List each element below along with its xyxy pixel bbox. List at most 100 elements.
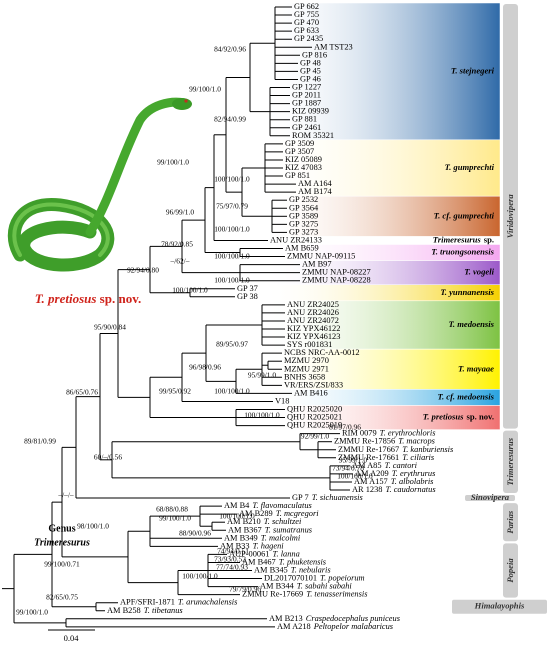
tip-label: GP 3564 <box>289 203 319 212</box>
support-value: 60/–/0.56 <box>94 453 122 462</box>
tip-label: KIZ YPX46123 <box>287 332 340 341</box>
tip-label: GP 3507 <box>285 147 314 156</box>
tip-label: GP 3273 <box>289 227 318 236</box>
clade-label: T. cf. gumprechti <box>434 210 495 220</box>
snake-photo <box>7 97 192 272</box>
support-value: 77/74/0.93 <box>216 563 248 572</box>
support-value: 100/100/1.0 <box>219 512 255 521</box>
tip-label: AM B213 Craspedocephalus puniceus <box>269 614 400 623</box>
tip-label: ZMMU Re-17669 T. tenasserimensis <box>242 590 367 599</box>
tip-label: GP 2461 <box>292 123 321 132</box>
tip-label: GP 45 <box>300 66 321 75</box>
tip-label: GP 662 <box>294 2 319 11</box>
tip-label: GP 470 <box>294 18 319 27</box>
clade-box <box>261 260 501 285</box>
tip-label: GP 38 <box>237 292 258 301</box>
clade-label: T. stejnegeri <box>451 65 495 75</box>
support-value: 82/94/0.99 <box>214 115 246 124</box>
support-value: 100/100/1.0 <box>214 387 250 396</box>
clade-box <box>261 139 501 197</box>
support-value: 86/65/0.76 <box>66 388 98 397</box>
support-value: 95/90/0.84 <box>94 323 126 332</box>
clade-box <box>261 2 501 141</box>
tip-label: AM A218 Peltopelor malabaricus <box>277 622 393 631</box>
tip-label: RIM 0079 T. erythrochloris <box>342 429 436 438</box>
tip-label: GP 37 <box>237 284 258 293</box>
support-value: 81/97/0.96 <box>329 423 361 432</box>
tip-label: GP 48 <box>300 58 321 67</box>
support-value: 95/99/1.0 <box>248 371 276 380</box>
support-value: 100/100/1.0 <box>214 276 250 285</box>
support-value: –/62/– <box>170 257 190 266</box>
clade-box <box>261 195 501 237</box>
tip-label: AM A85 T. cantori <box>352 461 418 470</box>
clade-box <box>261 300 501 350</box>
subgenus-bar <box>465 495 515 502</box>
tip-label: MZMU 2970 <box>284 356 329 365</box>
tip-label: GP 2435 <box>294 34 323 43</box>
tip-label: AM B416 <box>294 388 328 397</box>
tip-label: ZMMU Re-17661 T. ciliaris <box>338 453 434 462</box>
tip-label: AM B97 <box>302 260 332 269</box>
tip-label: AR 1238 T. caudornatus <box>352 485 436 494</box>
support-value: 78/92/0.85 <box>161 240 193 249</box>
tip-label: AM B210 T. schultzei <box>227 517 302 526</box>
tip-label: AM A164 <box>298 179 333 188</box>
support-value: 96/99/1.0 <box>166 208 194 217</box>
tip-label: QHU R2025020 <box>287 404 342 413</box>
subgenus-label: Popeia <box>505 558 515 583</box>
tip-label: AM A209 T. erythrurus <box>355 469 435 478</box>
tip-label: GP 1227 <box>292 82 321 91</box>
tip-label: GP 3509 <box>285 139 314 148</box>
support-value: 88/90/0.96 <box>179 529 211 538</box>
support-value: 75/97/0.79 <box>216 202 248 211</box>
tip-label: AM B174 <box>298 187 333 196</box>
caption: T. pretiosus sp. nov. <box>35 291 141 306</box>
tip-label: AM B659 <box>285 243 319 252</box>
support-value: 99/100/1.0 <box>189 85 221 94</box>
tip-label: ZMMU NAP-08227 <box>302 268 371 277</box>
support-value: 99/100/1.0 <box>159 514 191 523</box>
tip-label: AM B344 T. sabahi sabahi <box>260 582 352 591</box>
tip-label: QHU R2025021 <box>287 412 342 421</box>
support-value: 100/100/1.0 <box>214 225 250 234</box>
support-value: 73/93/0.52 <box>214 555 246 564</box>
subgenus-label: Himalayophis <box>474 601 525 611</box>
tip-label: ROM 35321 <box>292 131 334 140</box>
support-value: 100/100/1.0 <box>172 286 208 295</box>
tip-label: SYS r001831 <box>287 340 332 349</box>
support-value: 99/100/1.0 <box>16 608 48 617</box>
tip-label: NCBS NRC-AA-0012 <box>284 348 360 357</box>
tip-label: ANU ZR24072 <box>287 316 339 325</box>
tip-label: AM TST23 <box>314 42 353 51</box>
support-value: 100/100/1.0 <box>214 175 250 184</box>
subgenus-label: Sinovipera <box>471 492 510 502</box>
clade-label: T. yunnanensis <box>440 287 494 297</box>
tip-label: AUP-00061 T. lanna <box>229 549 300 558</box>
clade-label: T. truongsonensis <box>431 246 494 256</box>
support-value: 89/95/0.97 <box>216 340 248 349</box>
support-value: –/–/– <box>57 491 73 500</box>
support-value: 99/95/0.92 <box>159 387 191 396</box>
tip-label: ANU ZR24026 <box>287 308 339 317</box>
support-value: 99/100/1.0 <box>157 158 189 167</box>
support-value: 100/100/1.0 <box>214 252 250 261</box>
subgenus-bar <box>503 430 518 493</box>
support-value: 82/65/0.75 <box>46 593 78 602</box>
tip-label: GP 7 T. sichuanensis <box>292 493 363 502</box>
clade-label: T. mayaae <box>458 363 494 373</box>
tip-label: ANU ZR24133 <box>270 235 322 244</box>
support-value: 100/100/1.0 <box>244 411 280 420</box>
support-value: 89/81/0.99 <box>24 437 56 446</box>
subgenus-label: Trimeresurus <box>505 437 515 486</box>
clade-label: T. gumprechti <box>445 162 495 172</box>
subgenus-bar <box>503 4 518 429</box>
tip-label: KIZ 05089 <box>285 155 322 164</box>
support-value: 98/100/1.0 <box>77 522 109 531</box>
tip-label: GP 881 <box>292 115 317 124</box>
tip-label: GP 755 <box>294 10 319 19</box>
clade-label: T. vogeli <box>464 267 494 277</box>
tip-label: AM B345 T. nebularis <box>254 565 331 574</box>
clade-box <box>262 236 500 245</box>
tip-label: GP 46 <box>300 74 321 83</box>
